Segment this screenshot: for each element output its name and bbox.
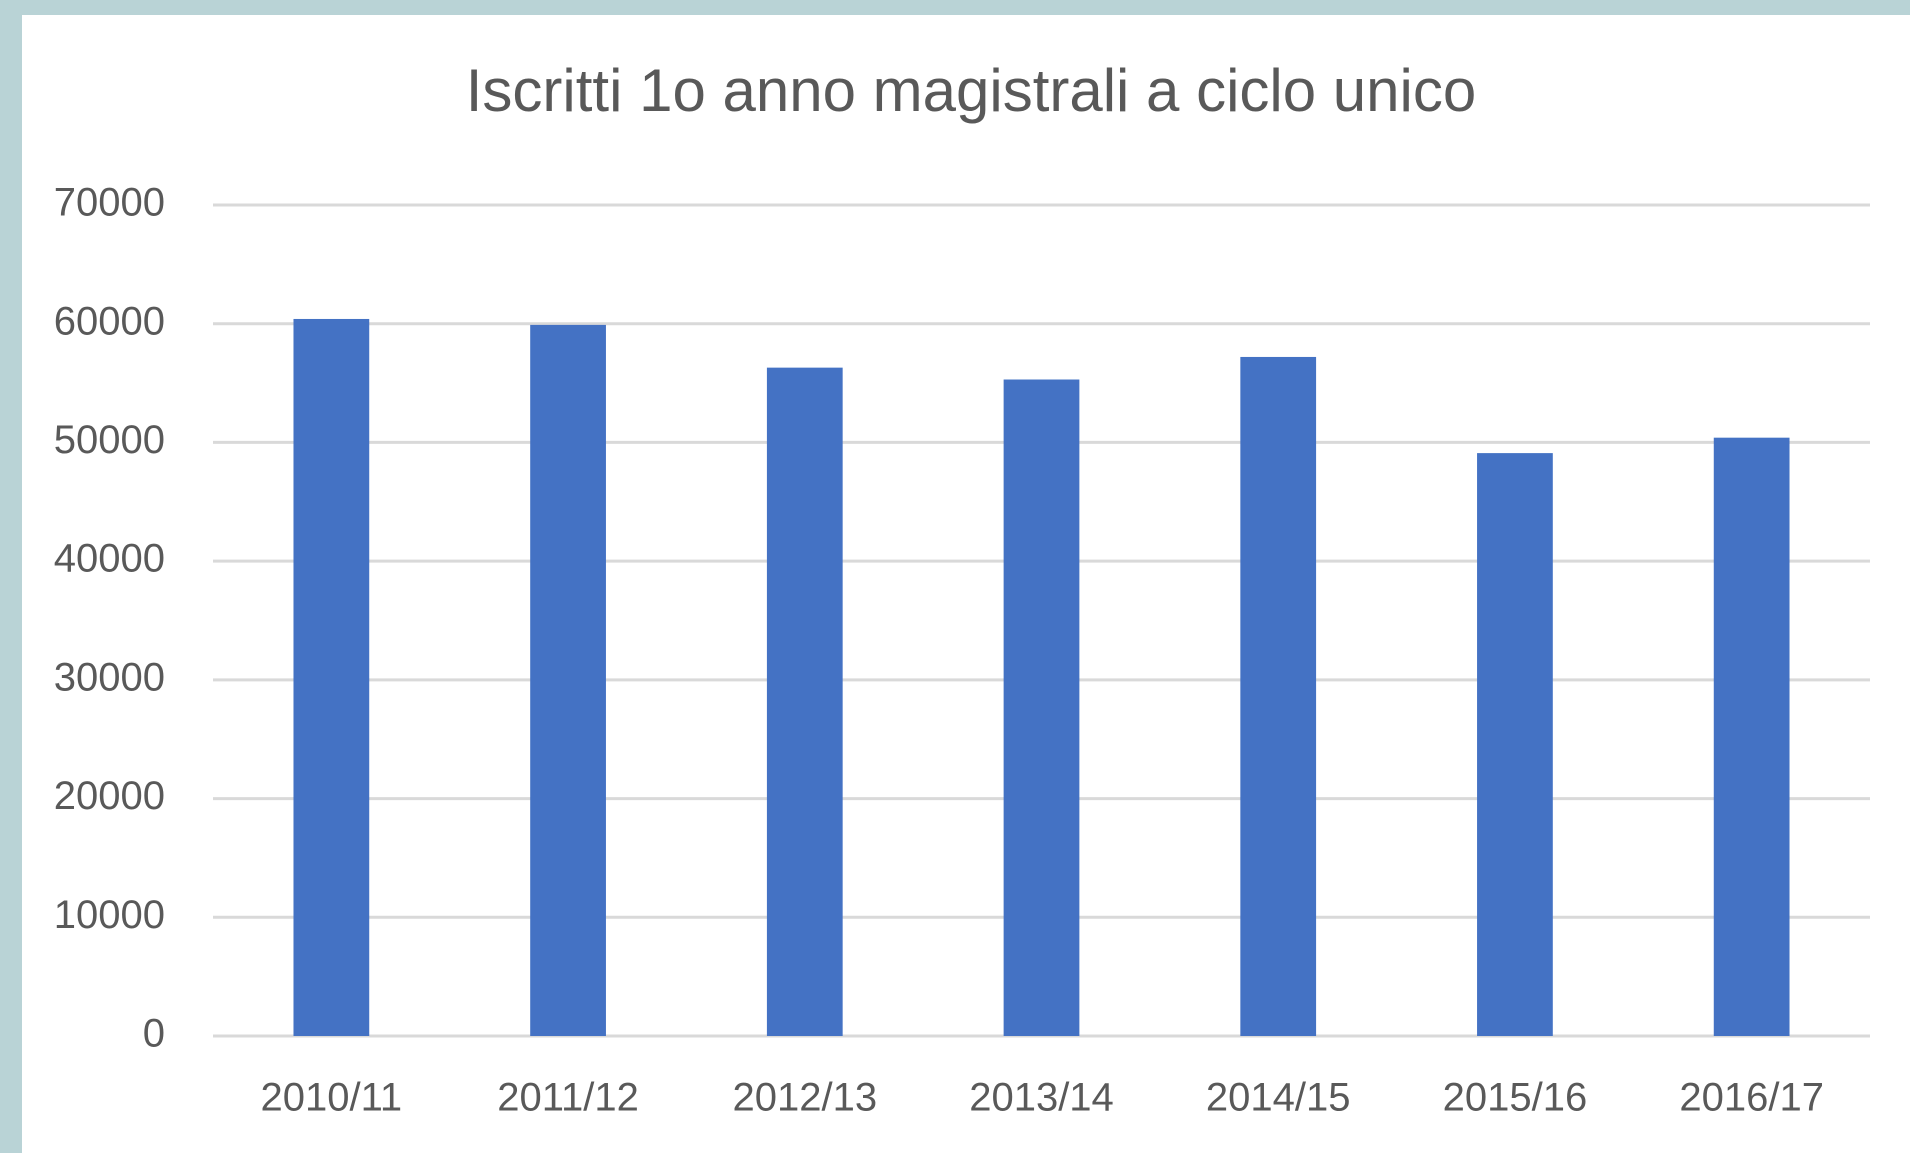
- bar: [1713, 437, 1790, 1036]
- bar: [1003, 379, 1080, 1036]
- x-tick-label: 2010/11: [261, 1076, 403, 1120]
- x-tick-label: 2014/15: [1206, 1076, 1351, 1120]
- x-tick-label: 2012/13: [732, 1076, 877, 1120]
- y-tick-label: 0: [143, 1012, 165, 1056]
- y-tick-label: 10000: [54, 893, 165, 937]
- y-tick-label: 60000: [54, 299, 165, 343]
- x-tick-label: 2016/17: [1679, 1076, 1824, 1120]
- bar: [293, 318, 370, 1037]
- bar: [766, 367, 843, 1037]
- x-tick-label: 2011/12: [497, 1076, 639, 1120]
- y-tick-label: 40000: [54, 537, 165, 581]
- x-tick-label: 2015/16: [1443, 1076, 1588, 1120]
- y-tick-label: 20000: [54, 774, 165, 818]
- y-tick-label: 30000: [54, 655, 165, 699]
- bar: [1240, 356, 1317, 1036]
- bar: [1477, 453, 1553, 1036]
- y-tick-label: 50000: [54, 418, 165, 462]
- chart-title: Iscritti 1o anno magistrali a ciclo unic…: [466, 57, 1476, 124]
- y-tick-label: 70000: [54, 181, 165, 225]
- x-tick-label: 2013/14: [969, 1076, 1114, 1120]
- bar: [530, 324, 606, 1036]
